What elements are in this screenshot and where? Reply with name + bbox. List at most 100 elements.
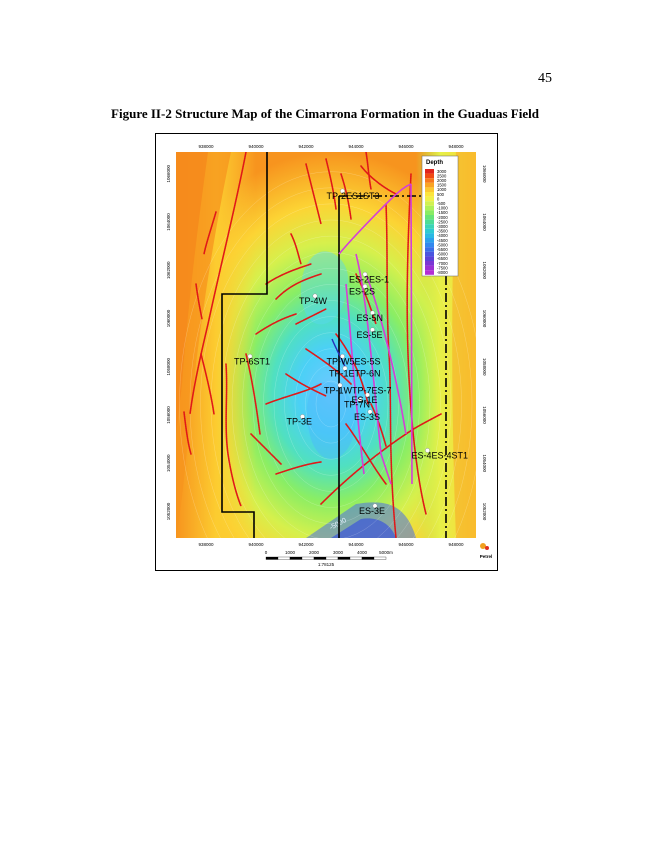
well-label: TP-3E (287, 417, 313, 427)
well-marker (362, 271, 368, 277)
legend-swatch (425, 215, 434, 220)
legend-swatch (425, 192, 434, 197)
legend-swatch (425, 265, 434, 271)
scale-segment (361, 556, 375, 560)
well-marker (367, 409, 373, 415)
well-label: TP-1WTP-7ES-7 (324, 385, 392, 395)
y-tick-label-left: 1058000 (166, 357, 171, 375)
scale-segment (337, 556, 351, 560)
y-tick-label-right: 1058000 (482, 358, 487, 376)
x-tick-label-bottom: 944000 (348, 542, 364, 547)
legend-swatch (425, 178, 434, 183)
well-label: TP-7N (344, 400, 370, 410)
well-label: ES-1E (352, 395, 378, 405)
y-tick-label-left: 1054000 (166, 454, 171, 472)
legend-swatch (425, 228, 434, 234)
well-marker (365, 392, 370, 398)
scale-bar: 0 1000 2000 3000 4000 5000m (265, 550, 393, 560)
figure-title: Figure II-2 Structure Map of the Cimarro… (111, 106, 539, 121)
scale-segment (289, 556, 303, 560)
legend-value: 1500 (437, 183, 447, 188)
legend-swatch (425, 205, 434, 211)
legend-value: -2000 (437, 215, 448, 220)
well-label: TP-2ES1ST3 (327, 191, 380, 201)
legend-swatch (425, 196, 434, 202)
legend-swatch (425, 210, 434, 215)
y-tick-label-right: 1060000 (482, 310, 487, 328)
legend-value: -5500 (437, 247, 448, 252)
well-label: TP-6ST1 (234, 356, 270, 366)
well-label: TP-4W (299, 296, 328, 306)
scale-segment (373, 556, 387, 560)
legend-swatch (425, 251, 434, 257)
scale-segment (265, 556, 279, 560)
y-axis-left: 1066000 1064000 1062000 1060000 1058000 10560… (166, 164, 171, 520)
y-axis-right: 1066000 1064000 1062000 1060000 1058000 10560… (482, 165, 487, 521)
legend-value: -1500 (437, 210, 448, 215)
y-tick-label-right: 1066000 (482, 165, 487, 183)
x-tick-label-top: 946000 (398, 144, 414, 149)
y-tick-label-left: 1052000 (166, 502, 171, 520)
well-label: TP-W5ES-5S (327, 356, 381, 366)
page-number: 45 (538, 71, 552, 86)
scale-segment (349, 556, 363, 560)
well-label: ES-3S (354, 412, 380, 422)
scale-segment (313, 556, 327, 560)
well-label: ES-2ES-1 (349, 274, 389, 284)
scale-tick-label: 3000 (333, 550, 344, 555)
depth-legend: Depth 300025002000150010005000-500-1000-… (421, 155, 459, 277)
well-label: ES-2S (349, 286, 375, 296)
y-tick-label-left: 1060000 (166, 309, 171, 327)
legend-value: -4500 (437, 238, 448, 243)
fault-lines (183, 152, 442, 538)
scale-tick-label: 5000m (379, 550, 393, 555)
block-boundary-west (221, 152, 268, 538)
well-marker (372, 503, 378, 509)
well-marker (247, 353, 253, 359)
y-tick-label-right: 1054000 (482, 454, 487, 472)
legend-value: 2000 (437, 178, 447, 183)
y-tick-label-left: 1066000 (166, 164, 171, 182)
well-marker (342, 365, 348, 371)
y-tick-label-right: 1062000 (482, 261, 487, 279)
legend-value: 500 (437, 192, 445, 197)
well-label: ES-5N (357, 313, 384, 323)
legend-swatch (425, 224, 434, 229)
well-marker (362, 283, 368, 289)
logo-text: Petrel (480, 554, 493, 559)
legend-swatch (425, 173, 434, 179)
x-tick-label-bottom: 946000 (398, 542, 414, 547)
well-label: ES-3E (359, 506, 385, 516)
legend-swatch (425, 238, 434, 243)
x-tick-label-top: 940000 (248, 144, 264, 149)
legend-value: 3000 (437, 169, 447, 174)
y-tick-label-left: 1064000 (166, 213, 171, 231)
legend-swatch (425, 169, 434, 174)
legend-swatch (425, 219, 434, 225)
y-tick-label-right: 1052000 (482, 503, 487, 521)
well-marker (357, 397, 363, 403)
legend-value: -7000 (437, 261, 448, 266)
y-tick-label-left: 1056000 (166, 406, 171, 424)
x-tick-label-bottom: 948000 (448, 542, 464, 547)
scale-tick-label: 4000 (357, 550, 368, 555)
well-marker (300, 414, 305, 420)
scale-segment (277, 556, 291, 560)
well-label: TP-1ETP-6N (329, 368, 381, 378)
legend-value: -500 (437, 201, 446, 206)
legend-swatch (425, 270, 434, 275)
legend-value: -6500 (437, 256, 448, 261)
x-tick-label-top: 948000 (448, 144, 464, 149)
legend-swatch (425, 247, 434, 252)
legend-swatch (425, 233, 434, 238)
legend-value: -3500 (437, 229, 448, 234)
legend-swatch (425, 242, 434, 248)
legend-title: Depth (426, 160, 443, 166)
scale-tick-label: 1000 (285, 550, 296, 555)
legend-value: -2500 (437, 219, 448, 224)
structure-map: 938000 940000 942000 944000 946000 948000 938… (166, 144, 493, 567)
legend-swatch (425, 182, 434, 188)
legend-value: -8000 (437, 270, 448, 275)
scale-segment (325, 556, 339, 560)
y-tick-label-left: 1062000 (166, 261, 171, 279)
